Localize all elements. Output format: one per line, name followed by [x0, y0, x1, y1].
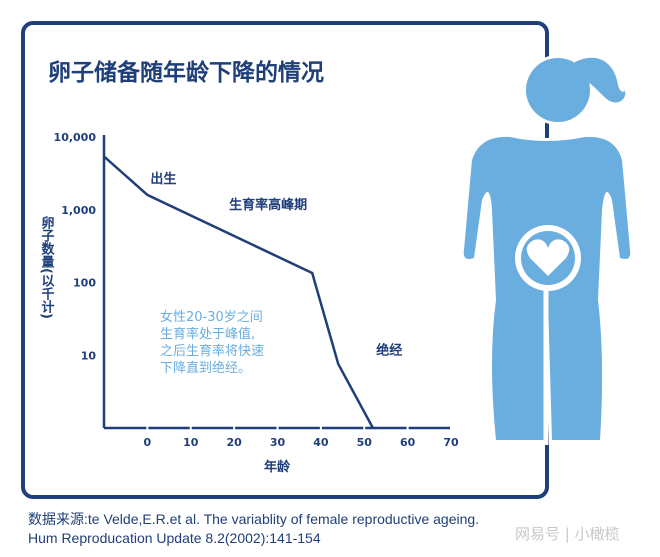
- x-axis-label: 年龄: [264, 459, 291, 475]
- y-tick-label: 1,000: [61, 204, 96, 217]
- note-line: 之后生育率将快速: [160, 343, 264, 359]
- watermark: 网易号 | 小橄榄: [515, 525, 620, 543]
- x-tick-label: 10: [183, 436, 199, 449]
- axes: 0 10 20 30 40 50 60 70 10,000 1,000 100 10 出生生育率高峰期绝…: [39, 131, 459, 475]
- annotation: 生育率高峰期: [229, 197, 307, 213]
- note-line: 生育率处于峰值,: [160, 326, 255, 342]
- x-tick-label: 40: [313, 436, 329, 449]
- data-source: 数据来源:te Velde,E.R.et al. The variablity …: [28, 510, 479, 548]
- source-line-1: 数据来源:te Velde,E.R.et al. The variablity …: [28, 511, 480, 527]
- x-tick-label: 50: [357, 436, 373, 449]
- annotation: 出生: [150, 171, 176, 187]
- y-tick-label: 10,000: [54, 131, 97, 144]
- source-line-2: Hum Reproducation Update 8.2(2002):141-1…: [28, 530, 321, 546]
- x-tick-label: 70: [443, 436, 459, 449]
- y-tick-label: 100: [73, 277, 96, 290]
- x-tick-label: 30: [270, 436, 286, 449]
- annotation: 绝经: [376, 342, 402, 358]
- chart-title: 卵子储备随年龄下降的情况: [48, 59, 324, 86]
- x-tick-label: 60: [400, 436, 416, 449]
- woman-heart-icon: [460, 55, 634, 445]
- y-tick-label: 10: [81, 349, 97, 362]
- x-tick-label: 20: [226, 436, 242, 449]
- note-line: 下降直到绝经。: [160, 360, 251, 376]
- x-tick-label: 0: [144, 436, 152, 449]
- y-axis-label: 卵子数量(以千计): [39, 215, 55, 318]
- note-line: 女性20-30岁之间: [160, 309, 263, 325]
